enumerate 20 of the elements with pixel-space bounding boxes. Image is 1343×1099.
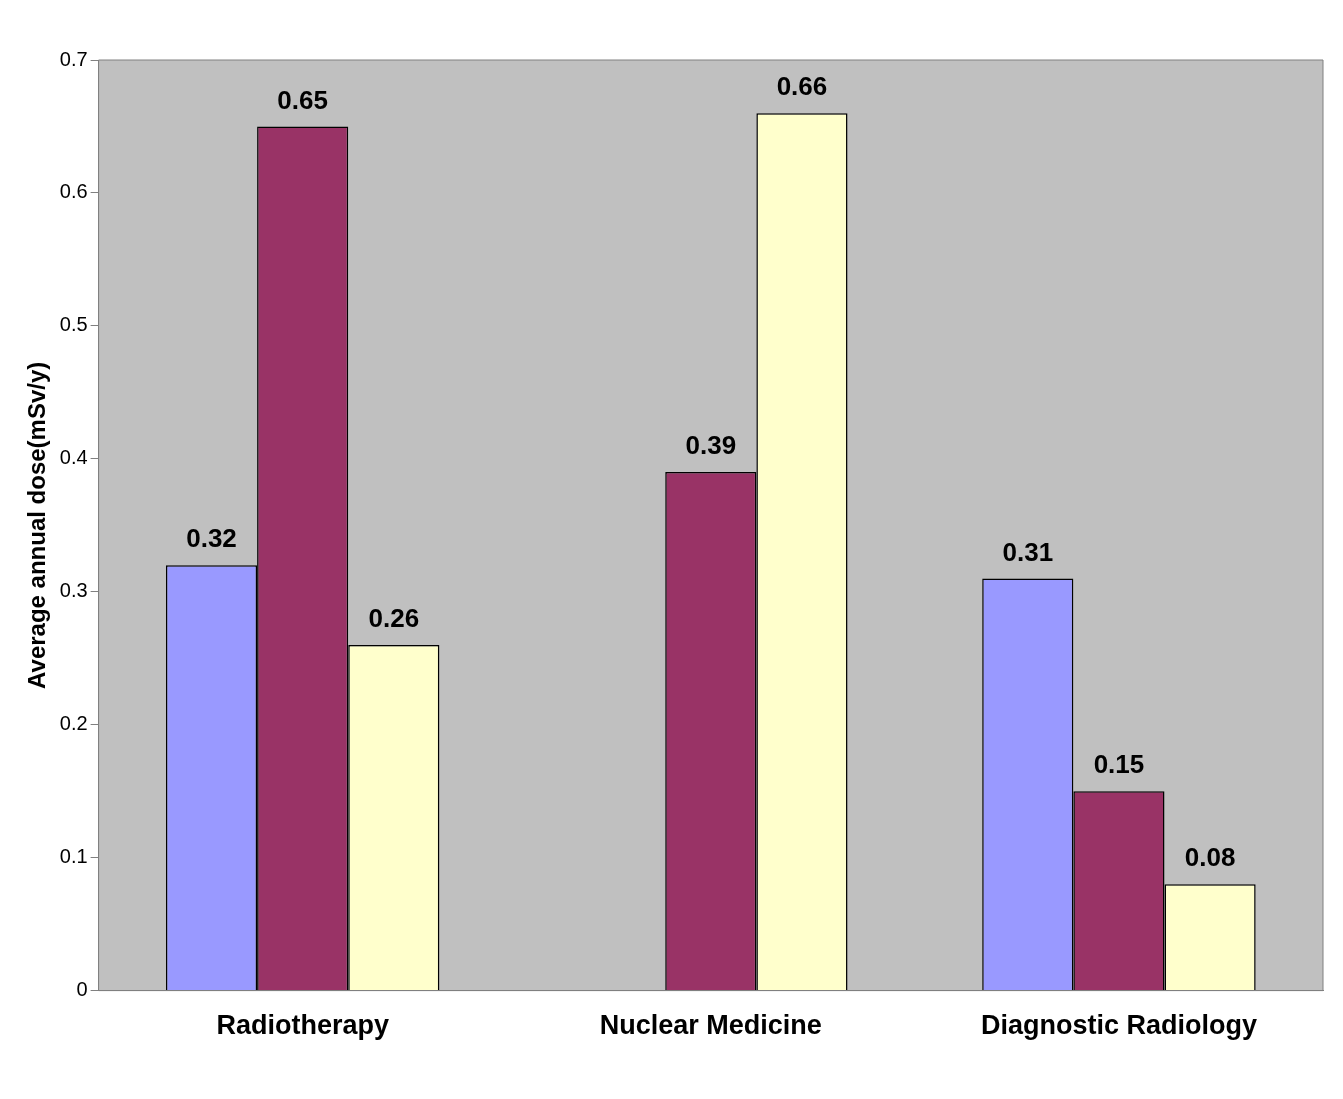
data-label: 0.66 (776, 71, 828, 102)
y-tick-label: 0.3 (59, 579, 88, 602)
y-tick-label: 0.6 (59, 180, 88, 203)
data-label: 0.32 (186, 523, 237, 554)
y-tick-label: 0.7 (59, 47, 88, 70)
x-tick-label: Radiotherapy (216, 1010, 389, 1041)
data-label: 0.31 (1002, 536, 1054, 567)
data-label: 0.39 (685, 430, 737, 461)
x-tick-label: Nuclear Medicine (599, 1010, 822, 1041)
y-tick-label: 0.1 (59, 845, 88, 868)
data-label: 0.26 (368, 603, 420, 634)
y-tick-label: 0.5 (59, 313, 88, 336)
data-label: 0.15 (1093, 749, 1145, 780)
y-tick-label: 0.2 (59, 712, 88, 735)
y-axis-title: Average annual dose(mSv/y) (23, 361, 51, 689)
y-tick-label: 0 (76, 978, 88, 1001)
data-label: 0.08 (1184, 842, 1236, 873)
x-tick-label: Diagnostic Radiology (980, 1010, 1257, 1041)
y-tick-label: 0.4 (59, 446, 88, 469)
data-label: 0.65 (277, 84, 328, 115)
